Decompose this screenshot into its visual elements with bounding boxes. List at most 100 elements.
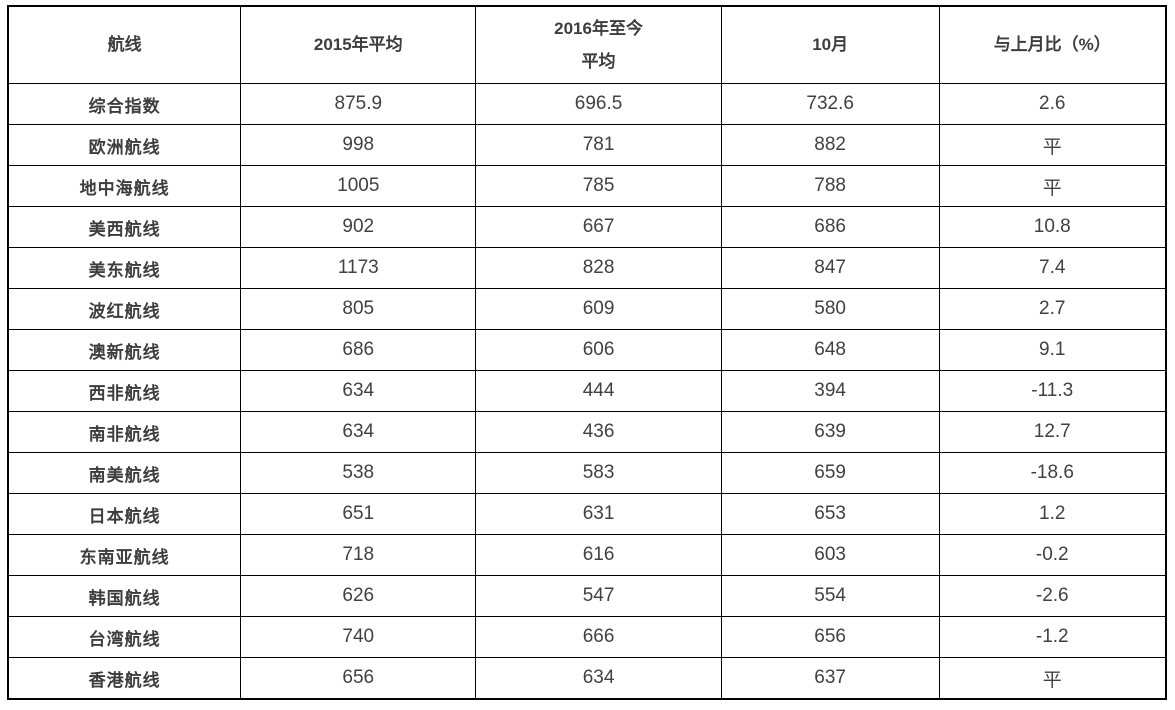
table-row: 南美航线 538 583 659 -18.6 xyxy=(7,452,1167,494)
october-cell: 686 xyxy=(720,206,940,248)
avg-2016-ytd-cell: 609 xyxy=(475,288,722,330)
table-row: 波红航线 805 609 580 2.7 xyxy=(7,288,1167,330)
route-name-cell: 综合指数 xyxy=(7,83,242,125)
col-header-october: 10月 xyxy=(720,5,940,84)
route-name-cell: 南非航线 xyxy=(7,411,242,453)
october-cell: 639 xyxy=(720,411,940,453)
route-name-cell: 澳新航线 xyxy=(7,329,242,371)
avg-2015-cell: 626 xyxy=(240,575,477,617)
avg-2015-cell: 634 xyxy=(240,411,477,453)
table-row: 日本航线 651 631 653 1.2 xyxy=(7,493,1167,535)
table-row: 美西航线 902 667 686 10.8 xyxy=(7,206,1167,248)
avg-2015-cell: 875.9 xyxy=(240,83,477,125)
table-row: 地中海航线 1005 785 788 平 xyxy=(7,165,1167,207)
mom-change-cell: 12.7 xyxy=(938,411,1167,453)
col-header-route: 航线 xyxy=(7,5,242,84)
header-row: 航线 2015年平均 2016年至今 平均 10月 与上月比（%） xyxy=(7,5,1167,84)
october-cell: 603 xyxy=(720,534,940,576)
avg-2015-cell: 1005 xyxy=(240,165,477,207)
mom-change-cell: 平 xyxy=(938,165,1167,207)
october-cell: 653 xyxy=(720,493,940,535)
mom-change-cell: -2.6 xyxy=(938,575,1167,617)
avg-2016-ytd-cell: 828 xyxy=(475,247,722,289)
avg-2016-ytd-cell: 547 xyxy=(475,575,722,617)
october-cell: 788 xyxy=(720,165,940,207)
col-header-avg-2016-ytd: 2016年至今 平均 xyxy=(475,5,722,84)
table-row: 东南亚航线 718 616 603 -0.2 xyxy=(7,534,1167,576)
table-row: 南非航线 634 436 639 12.7 xyxy=(7,411,1167,453)
october-cell: 882 xyxy=(720,124,940,166)
route-name-cell: 南美航线 xyxy=(7,452,242,494)
mom-change-cell: -11.3 xyxy=(938,370,1167,412)
october-cell: 394 xyxy=(720,370,940,412)
avg-2016-ytd-cell: 444 xyxy=(475,370,722,412)
avg-2015-cell: 686 xyxy=(240,329,477,371)
october-cell: 732.6 xyxy=(720,83,940,125)
avg-2015-cell: 998 xyxy=(240,124,477,166)
mom-change-cell: 7.4 xyxy=(938,247,1167,289)
route-name-cell: 美西航线 xyxy=(7,206,242,248)
table-row: 台湾航线 740 666 656 -1.2 xyxy=(7,616,1167,658)
october-cell: 554 xyxy=(720,575,940,617)
mom-change-cell: 平 xyxy=(938,657,1167,700)
mom-change-cell: 平 xyxy=(938,124,1167,166)
avg-2016-ytd-cell: 785 xyxy=(475,165,722,207)
avg-2016-ytd-cell: 696.5 xyxy=(475,83,722,125)
route-name-cell: 美东航线 xyxy=(7,247,242,289)
route-name-cell: 韩国航线 xyxy=(7,575,242,617)
mom-change-cell: 10.8 xyxy=(938,206,1167,248)
table-row: 澳新航线 686 606 648 9.1 xyxy=(7,329,1167,371)
avg-2015-cell: 656 xyxy=(240,657,477,700)
route-name-cell: 香港航线 xyxy=(7,657,242,700)
mom-change-cell: 2.7 xyxy=(938,288,1167,330)
october-cell: 847 xyxy=(720,247,940,289)
table-row: 综合指数 875.9 696.5 732.6 2.6 xyxy=(7,83,1167,125)
mom-change-cell: -1.2 xyxy=(938,616,1167,658)
avg-2015-cell: 538 xyxy=(240,452,477,494)
route-name-cell: 日本航线 xyxy=(7,493,242,535)
col-header-avg-2015: 2015年平均 xyxy=(240,5,477,84)
table-row: 西非航线 634 444 394 -11.3 xyxy=(7,370,1167,412)
table-header: 航线 2015年平均 2016年至今 平均 10月 与上月比（%） xyxy=(7,5,1167,84)
avg-2016-ytd-cell: 666 xyxy=(475,616,722,658)
mom-change-cell: 1.2 xyxy=(938,493,1167,535)
avg-2016-ytd-cell: 616 xyxy=(475,534,722,576)
route-name-cell: 地中海航线 xyxy=(7,165,242,207)
table-row: 香港航线 656 634 637 平 xyxy=(7,657,1167,700)
route-name-cell: 波红航线 xyxy=(7,288,242,330)
mom-change-cell: -18.6 xyxy=(938,452,1167,494)
table-row: 韩国航线 626 547 554 -2.6 xyxy=(7,575,1167,617)
avg-2015-cell: 651 xyxy=(240,493,477,535)
route-name-cell: 西非航线 xyxy=(7,370,242,412)
route-name-cell: 欧洲航线 xyxy=(7,124,242,166)
mom-change-cell: 9.1 xyxy=(938,329,1167,371)
avg-2016-ytd-cell: 631 xyxy=(475,493,722,535)
table-body: 综合指数 875.9 696.5 732.6 2.6 欧洲航线 998 781 882 平地中海航… xyxy=(7,83,1167,700)
october-cell: 656 xyxy=(720,616,940,658)
col-header-mom-change: 与上月比（%） xyxy=(938,5,1167,84)
avg-2015-cell: 902 xyxy=(240,206,477,248)
avg-2016-ytd-cell: 781 xyxy=(475,124,722,166)
avg-2015-cell: 634 xyxy=(240,370,477,412)
route-name-cell: 东南亚航线 xyxy=(7,534,242,576)
mom-change-cell: 2.6 xyxy=(938,83,1167,125)
avg-2015-cell: 718 xyxy=(240,534,477,576)
avg-2015-cell: 805 xyxy=(240,288,477,330)
october-cell: 648 xyxy=(720,329,940,371)
october-cell: 580 xyxy=(720,288,940,330)
avg-2015-cell: 740 xyxy=(240,616,477,658)
october-cell: 637 xyxy=(720,657,940,700)
table-row: 美东航线 1173 828 847 7.4 xyxy=(7,247,1167,289)
avg-2016-ytd-cell: 606 xyxy=(475,329,722,371)
october-cell: 659 xyxy=(720,452,940,494)
avg-2016-ytd-cell: 436 xyxy=(475,411,722,453)
avg-2015-cell: 1173 xyxy=(240,247,477,289)
avg-2016-ytd-cell: 667 xyxy=(475,206,722,248)
route-name-cell: 台湾航线 xyxy=(7,616,242,658)
table-row: 欧洲航线 998 781 882 平 xyxy=(7,124,1167,166)
mom-change-cell: -0.2 xyxy=(938,534,1167,576)
avg-2016-ytd-cell: 583 xyxy=(475,452,722,494)
freight-index-table: 航线 2015年平均 2016年至今 平均 10月 与上月比（%） 综合指数 87… xyxy=(7,5,1167,700)
avg-2016-ytd-cell: 634 xyxy=(475,657,722,700)
